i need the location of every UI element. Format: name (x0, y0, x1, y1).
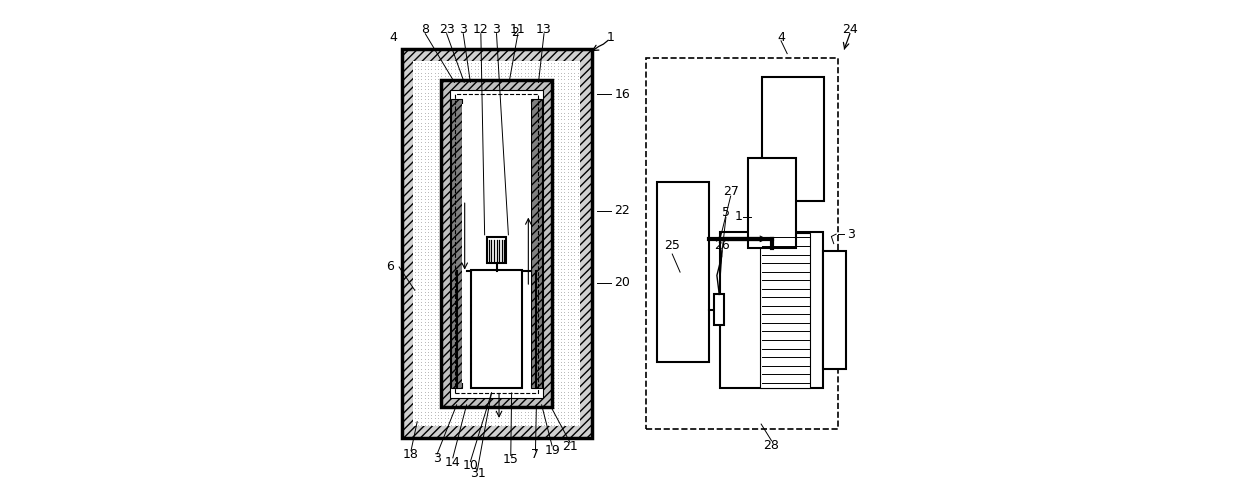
Bar (450, 90, 543, 398)
Text: 3: 3 (459, 24, 467, 36)
Text: 4: 4 (777, 30, 785, 43)
Bar (760, 233, 810, 388)
Text: 12: 12 (472, 24, 489, 36)
Text: 15: 15 (503, 453, 518, 466)
Bar (441, 80, 552, 407)
Text: 14: 14 (445, 455, 461, 469)
Text: 11: 11 (510, 24, 526, 36)
Text: 10: 10 (463, 459, 479, 472)
Text: 2: 2 (512, 26, 520, 39)
Bar (763, 78, 825, 201)
Text: 6: 6 (387, 260, 394, 273)
Text: 4: 4 (389, 30, 397, 43)
Text: 22: 22 (614, 204, 630, 217)
Bar (823, 251, 846, 370)
Bar (656, 182, 709, 362)
Text: 3: 3 (433, 452, 441, 465)
Bar (714, 295, 724, 325)
Text: 27: 27 (723, 185, 739, 198)
Bar (455, 94, 538, 393)
Bar (531, 99, 542, 388)
Text: 3: 3 (847, 228, 854, 241)
Text: 21: 21 (562, 441, 578, 454)
Text: 26: 26 (714, 240, 730, 253)
Bar (487, 237, 506, 263)
Bar (719, 232, 823, 388)
Text: 18: 18 (403, 448, 419, 461)
Text: 24: 24 (842, 24, 858, 36)
Bar (441, 80, 552, 407)
Text: 16: 16 (614, 88, 630, 101)
Text: 7: 7 (532, 448, 539, 461)
Bar (461, 104, 466, 384)
Text: 8: 8 (422, 24, 429, 36)
Bar (646, 58, 838, 429)
Bar (471, 270, 522, 388)
Text: 1: 1 (606, 30, 615, 43)
Bar (413, 61, 579, 427)
Text: 13: 13 (536, 24, 552, 36)
Bar (451, 99, 461, 388)
Text: 28: 28 (764, 439, 780, 452)
Text: 20: 20 (614, 276, 630, 289)
Text: 23: 23 (439, 24, 455, 36)
Text: 19: 19 (544, 444, 560, 457)
Bar (402, 49, 591, 438)
Bar (527, 104, 531, 384)
Text: 1: 1 (735, 210, 743, 223)
Text: 5: 5 (722, 206, 730, 219)
Text: 31: 31 (470, 467, 485, 480)
Text: 25: 25 (665, 239, 681, 252)
Text: 3: 3 (492, 24, 501, 36)
Bar (748, 158, 796, 248)
